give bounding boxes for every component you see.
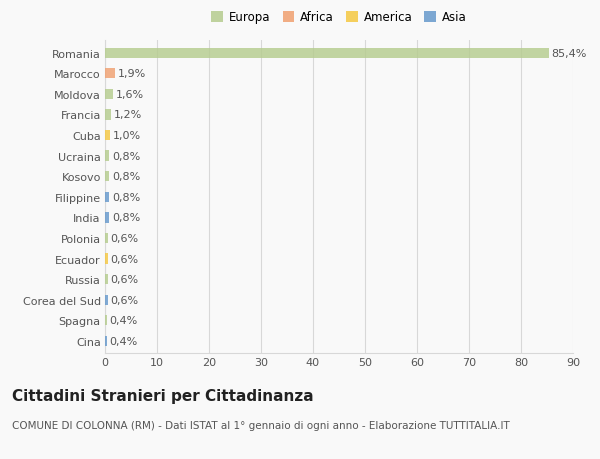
Bar <box>105 69 115 79</box>
Bar <box>105 110 111 120</box>
Text: 0,4%: 0,4% <box>110 336 138 346</box>
Bar <box>105 336 107 346</box>
Text: 0,8%: 0,8% <box>112 151 140 161</box>
Bar <box>105 172 109 182</box>
Text: COMUNE DI COLONNA (RM) - Dati ISTAT al 1° gennaio di ogni anno - Elaborazione TU: COMUNE DI COLONNA (RM) - Dati ISTAT al 1… <box>12 420 510 430</box>
Text: 0,6%: 0,6% <box>111 274 139 285</box>
Bar <box>105 254 108 264</box>
Text: 1,9%: 1,9% <box>118 69 146 79</box>
Bar <box>105 213 109 223</box>
Legend: Europa, Africa, America, Asia: Europa, Africa, America, Asia <box>207 6 471 29</box>
Text: 0,8%: 0,8% <box>112 192 140 202</box>
Bar <box>105 295 108 305</box>
Text: 0,6%: 0,6% <box>111 254 139 264</box>
Text: 1,0%: 1,0% <box>113 131 141 141</box>
Bar <box>105 131 110 141</box>
Bar <box>105 192 109 202</box>
Text: 85,4%: 85,4% <box>551 49 587 59</box>
Text: 0,8%: 0,8% <box>112 213 140 223</box>
Text: 0,6%: 0,6% <box>111 295 139 305</box>
Bar <box>105 49 549 59</box>
Text: Cittadini Stranieri per Cittadinanza: Cittadini Stranieri per Cittadinanza <box>12 388 314 403</box>
Bar <box>105 151 109 162</box>
Text: 0,4%: 0,4% <box>110 316 138 325</box>
Text: 1,2%: 1,2% <box>114 110 142 120</box>
Text: 0,6%: 0,6% <box>111 234 139 243</box>
Text: 1,6%: 1,6% <box>116 90 144 100</box>
Bar <box>105 233 108 244</box>
Bar <box>105 274 108 285</box>
Bar <box>105 315 107 326</box>
Text: 0,8%: 0,8% <box>112 172 140 182</box>
Bar <box>105 90 113 100</box>
